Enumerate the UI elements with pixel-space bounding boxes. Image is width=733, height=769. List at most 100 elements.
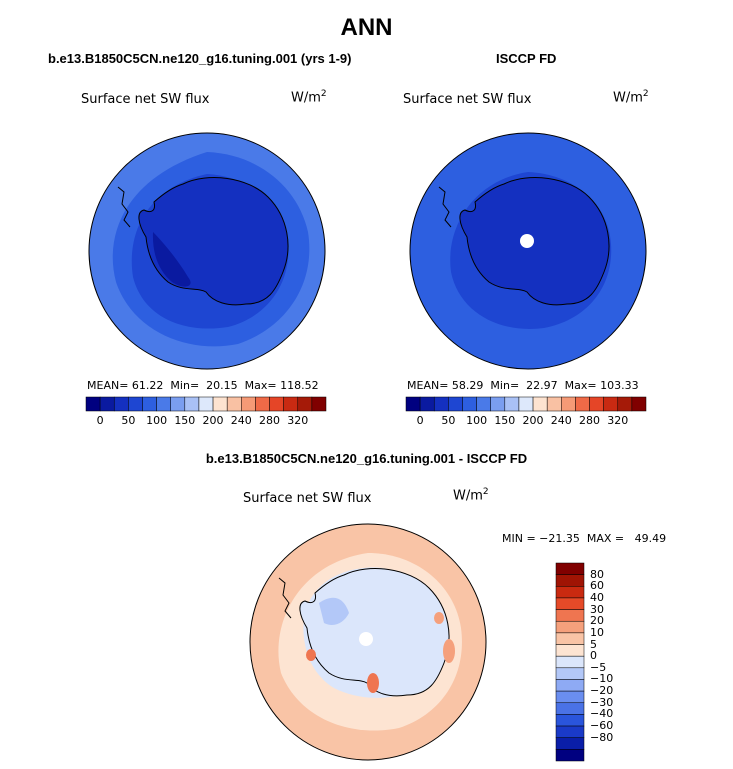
diff-colorbar-swatch xyxy=(555,749,585,762)
colorbar-swatch xyxy=(405,396,421,412)
diff-colorbar-swatch xyxy=(555,702,585,715)
left-colorbar xyxy=(85,396,327,412)
colorbar-tick-label: 240 xyxy=(230,414,252,427)
diff-colorbar-tick-label: −30 xyxy=(590,695,614,709)
diff-colorbar-tick-label: 60 xyxy=(590,579,604,593)
main-title: ANN xyxy=(340,14,393,41)
colorbar-swatch xyxy=(546,396,562,412)
colorbar-swatch xyxy=(99,396,115,412)
diff-panel-units: W/m2 xyxy=(453,487,489,504)
diff-colorbar-tick-label: 0 xyxy=(590,649,597,663)
diff-map-hotspot-3 xyxy=(434,612,444,624)
right-panel-subtitle: ISCCP FD xyxy=(496,51,557,66)
diff-panel-subtitle: b.e13.B1850C5CN.ne120_g16.tuning.001 - I… xyxy=(205,451,528,466)
colorbar-swatch xyxy=(448,396,463,412)
right-map-peninsula xyxy=(438,186,452,228)
colorbar-swatch xyxy=(518,396,534,412)
colorbar-tick-label: 200 xyxy=(522,414,544,427)
colorbar-swatch xyxy=(85,396,101,412)
diff-panel-variable-label: Surface net SW flux xyxy=(243,491,372,506)
diff-colorbar-swatch xyxy=(555,586,585,599)
colorbar-swatch xyxy=(142,396,157,412)
colorbar-swatch xyxy=(490,396,506,412)
right-map-antarctica xyxy=(459,177,610,306)
right-colorbar xyxy=(405,396,647,412)
diff-colorbar-swatch xyxy=(555,725,585,738)
diff-colorbar-ticks: 80 60 40 30 20 10 5 0 −5 −10 −20 −30 −40 −60 −80 xyxy=(590,563,630,761)
diff-colorbar-tick-label: −10 xyxy=(590,672,614,686)
left-panel-subtitle: b.e13.B1850C5CN.ne120_g16.tuning.001 (yr… xyxy=(48,51,352,66)
right-panel-variable-label: Surface net SW flux xyxy=(403,92,532,107)
colorbar-tick-label: 50 xyxy=(441,414,456,427)
diff-colorbar-tick-label: 20 xyxy=(590,614,604,628)
colorbar-swatch xyxy=(212,396,228,412)
colorbar-swatch xyxy=(269,396,284,412)
colorbar-swatch xyxy=(476,396,491,412)
colorbar-tick-label: 320 xyxy=(607,414,629,427)
diff-map-peninsula xyxy=(278,577,292,619)
left-map-dark-patch xyxy=(152,232,191,287)
diff-map-hotspot-1 xyxy=(367,673,379,693)
diff-colorbar-tick-label: −40 xyxy=(590,707,614,721)
diff-map-pole-hole xyxy=(359,632,373,646)
colorbar-swatch xyxy=(226,396,242,412)
diff-colorbar-swatch xyxy=(555,562,585,575)
left-colorbar-ticks: 0 50 100 150 200 240 280 320 xyxy=(86,414,326,428)
colorbar-tick-label: 0 xyxy=(96,414,104,427)
colorbar-tick-label: 280 xyxy=(259,414,281,427)
diff-map-hotspot-4 xyxy=(306,649,316,661)
colorbar-swatch xyxy=(589,396,604,412)
diff-colorbar-swatch xyxy=(555,667,585,680)
colorbar-swatch xyxy=(156,396,171,412)
colorbar-tick-label: 200 xyxy=(202,414,224,427)
left-panel-stats: MEAN= 61.22 Min= 20.15 Max= 118.52 xyxy=(87,379,319,392)
diff-colorbar-swatch xyxy=(555,620,585,634)
colorbar-swatch xyxy=(433,396,449,412)
diff-map-hotspot-2 xyxy=(443,639,455,663)
diff-colorbar-swatch xyxy=(555,644,585,657)
diff-polar-map xyxy=(249,523,487,761)
left-panel-variable-label: Surface net SW flux xyxy=(81,92,210,107)
left-panel-units: W/m2 xyxy=(291,89,327,106)
right-colorbar-ticks: 0 50 100 150 200 240 280 320 xyxy=(406,414,646,428)
diff-colorbar-tick-label: 30 xyxy=(590,602,604,616)
diff-colorbar-tick-label: 80 xyxy=(590,567,604,581)
colorbar-swatch xyxy=(631,396,647,412)
colorbar-swatch xyxy=(113,396,129,412)
colorbar-swatch xyxy=(198,396,214,412)
diff-colorbar-swatch xyxy=(555,574,585,587)
left-map-peninsula xyxy=(117,186,131,228)
diff-colorbar-swatch xyxy=(555,632,585,645)
colorbar-swatch xyxy=(297,396,313,412)
colorbar-tick-label: 240 xyxy=(550,414,572,427)
colorbar-swatch xyxy=(617,396,633,412)
colorbar-swatch xyxy=(128,396,143,412)
diff-colorbar-swatch xyxy=(555,690,585,704)
colorbar-tick-label: 0 xyxy=(416,414,424,427)
colorbar-tick-label: 150 xyxy=(494,414,516,427)
diff-map-blue-patch xyxy=(319,597,349,625)
diff-panel-minmax: MIN = −21.35 MAX = 49.49 xyxy=(502,532,667,545)
diff-colorbar-tick-label: 10 xyxy=(590,625,604,639)
colorbar-tick-label: 50 xyxy=(121,414,136,427)
colorbar-swatch xyxy=(561,396,576,412)
colorbar-swatch xyxy=(575,396,590,412)
colorbar-swatch xyxy=(241,396,256,412)
diff-colorbar-swatch xyxy=(555,597,585,610)
colorbar-tick-label: 280 xyxy=(579,414,601,427)
colorbar-swatch xyxy=(255,396,270,412)
right-map-pole-hole xyxy=(520,234,534,248)
colorbar-swatch xyxy=(311,396,327,412)
diff-colorbar-tick-label: −20 xyxy=(590,684,614,698)
diff-colorbar-swatch xyxy=(555,679,585,692)
colorbar-swatch xyxy=(419,396,435,412)
colorbar-swatch xyxy=(283,396,299,412)
right-polar-map xyxy=(409,132,647,370)
diff-colorbar-swatch xyxy=(555,737,585,750)
diff-colorbar-tick-label: −5 xyxy=(590,660,607,674)
colorbar-swatch xyxy=(170,396,186,412)
colorbar-swatch xyxy=(184,396,200,412)
diff-colorbar-tick-label: 5 xyxy=(590,637,597,651)
diff-colorbar-tick-label: −80 xyxy=(590,730,614,744)
colorbar-swatch xyxy=(504,396,520,412)
